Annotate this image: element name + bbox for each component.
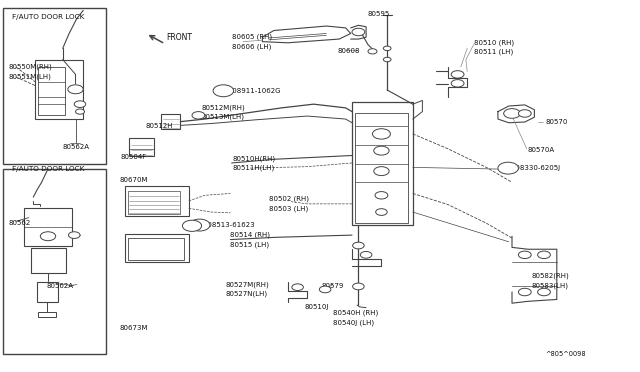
Text: 80606 (LH): 80606 (LH) bbox=[232, 43, 271, 50]
Circle shape bbox=[189, 219, 210, 231]
Circle shape bbox=[375, 192, 388, 199]
Text: 80562A: 80562A bbox=[46, 283, 73, 289]
Text: 80510 (RH): 80510 (RH) bbox=[474, 39, 514, 46]
Text: 80583(LH): 80583(LH) bbox=[531, 282, 568, 289]
Circle shape bbox=[538, 288, 550, 296]
Text: 80540J (LH): 80540J (LH) bbox=[333, 319, 374, 326]
Bar bbox=[31, 248, 66, 273]
Text: 80504F: 80504F bbox=[120, 154, 147, 160]
Bar bbox=[161, 114, 180, 129]
Circle shape bbox=[498, 162, 518, 174]
Text: 80579: 80579 bbox=[321, 283, 344, 289]
Text: S: S bbox=[189, 223, 195, 229]
Text: S: S bbox=[197, 221, 202, 230]
Text: 80582(RH): 80582(RH) bbox=[531, 273, 569, 279]
Bar bbox=[35, 60, 83, 119]
Bar bbox=[128, 191, 180, 214]
Text: 80511 (LH): 80511 (LH) bbox=[474, 49, 513, 55]
Text: 80515 (LH): 80515 (LH) bbox=[230, 241, 269, 248]
Text: F/AUTO DOOR LOCK: F/AUTO DOOR LOCK bbox=[12, 166, 84, 172]
Text: S08513-61623: S08513-61623 bbox=[204, 222, 255, 228]
Circle shape bbox=[518, 251, 531, 259]
Bar bbox=[128, 238, 184, 260]
Circle shape bbox=[292, 284, 303, 291]
Text: 80595: 80595 bbox=[368, 11, 390, 17]
Text: 80502 (RH): 80502 (RH) bbox=[269, 196, 309, 202]
Bar bbox=[37, 282, 58, 302]
Circle shape bbox=[74, 101, 86, 108]
Text: ^805^0098: ^805^0098 bbox=[545, 351, 586, 357]
Text: 80550M(RH): 80550M(RH) bbox=[8, 64, 52, 70]
Text: FRONT: FRONT bbox=[166, 33, 193, 42]
Text: 80605 (RH): 80605 (RH) bbox=[232, 34, 272, 41]
Text: 80562: 80562 bbox=[8, 220, 31, 226]
Text: 80670M: 80670M bbox=[120, 177, 148, 183]
Text: 80503 (LH): 80503 (LH) bbox=[269, 205, 308, 212]
Bar bbox=[352, 102, 413, 225]
Text: S08330-6205J: S08330-6205J bbox=[512, 165, 561, 171]
Circle shape bbox=[374, 167, 389, 176]
Circle shape bbox=[368, 49, 377, 54]
Text: 80570A: 80570A bbox=[528, 147, 555, 153]
Bar bbox=[125, 234, 189, 262]
Text: 80512M(RH): 80512M(RH) bbox=[202, 105, 245, 111]
Text: 80551M(LH): 80551M(LH) bbox=[8, 74, 51, 80]
Circle shape bbox=[518, 110, 531, 117]
Circle shape bbox=[213, 85, 234, 97]
Circle shape bbox=[68, 232, 80, 238]
Circle shape bbox=[538, 251, 550, 259]
Circle shape bbox=[383, 46, 391, 51]
Text: 80527N(LH): 80527N(LH) bbox=[226, 291, 268, 297]
Text: 80570: 80570 bbox=[545, 119, 568, 125]
Text: 80540H (RH): 80540H (RH) bbox=[333, 310, 378, 317]
Text: N: N bbox=[221, 86, 226, 95]
Text: 80514 (RH): 80514 (RH) bbox=[230, 232, 270, 238]
Circle shape bbox=[68, 85, 83, 94]
Circle shape bbox=[518, 288, 531, 296]
Circle shape bbox=[192, 112, 205, 119]
Text: 80510J: 80510J bbox=[305, 304, 329, 310]
Circle shape bbox=[76, 109, 84, 114]
Circle shape bbox=[352, 28, 365, 36]
Circle shape bbox=[40, 232, 56, 241]
Bar bbox=[24, 208, 72, 246]
Text: 80562A: 80562A bbox=[63, 144, 90, 150]
Circle shape bbox=[374, 146, 389, 155]
Circle shape bbox=[182, 220, 202, 231]
Circle shape bbox=[376, 209, 387, 215]
Bar bbox=[3, 8, 106, 164]
Circle shape bbox=[372, 129, 390, 139]
Text: 80608: 80608 bbox=[337, 48, 360, 54]
Text: S: S bbox=[506, 164, 511, 173]
Text: 80511H(LH): 80511H(LH) bbox=[232, 164, 275, 171]
Circle shape bbox=[319, 286, 331, 293]
Text: 80513M(LH): 80513M(LH) bbox=[202, 114, 244, 121]
Text: 80512H: 80512H bbox=[146, 123, 173, 129]
Bar bbox=[38, 312, 56, 317]
Circle shape bbox=[360, 251, 372, 258]
Bar bbox=[38, 67, 65, 115]
Circle shape bbox=[451, 80, 464, 87]
Bar bbox=[355, 113, 408, 223]
Text: N08911-1062G: N08911-1062G bbox=[227, 88, 281, 94]
Text: 80673M: 80673M bbox=[120, 325, 148, 331]
Bar bbox=[3, 169, 106, 354]
Text: 80510H(RH): 80510H(RH) bbox=[232, 155, 275, 162]
Text: 80527M(RH): 80527M(RH) bbox=[226, 281, 269, 288]
Circle shape bbox=[353, 283, 364, 290]
Circle shape bbox=[383, 57, 391, 62]
Bar bbox=[125, 186, 189, 216]
Circle shape bbox=[353, 242, 364, 249]
Circle shape bbox=[504, 109, 520, 118]
Text: F/AUTO DOOR LOCK: F/AUTO DOOR LOCK bbox=[12, 14, 84, 20]
Circle shape bbox=[451, 71, 464, 78]
Bar bbox=[129, 138, 154, 156]
